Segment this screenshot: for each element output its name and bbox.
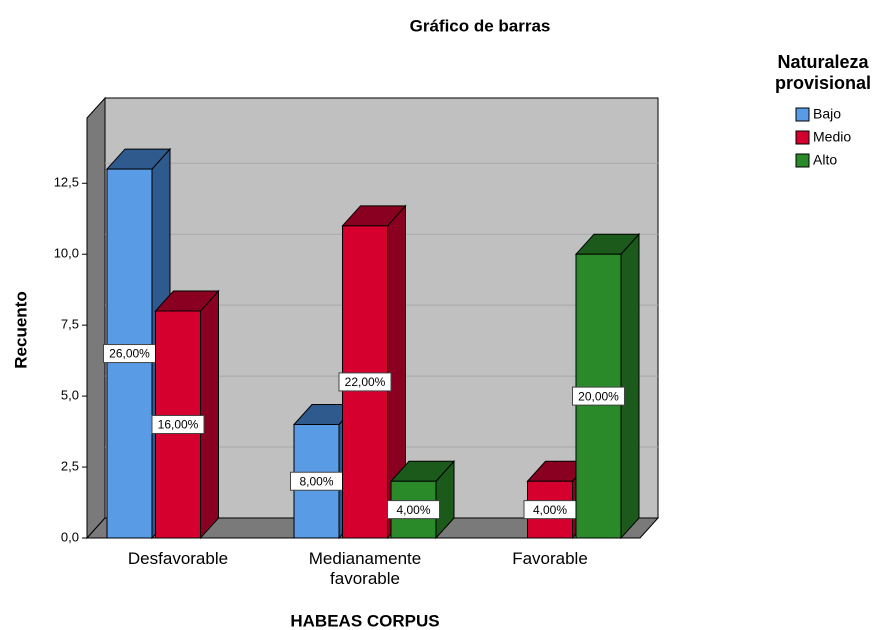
x-tick-label: Favorable — [512, 549, 588, 568]
y-tick-label: 12,5 — [54, 175, 79, 190]
data-label: 4,00% — [533, 503, 567, 517]
legend-swatch — [795, 107, 810, 122]
data-label: 22,00% — [345, 375, 386, 389]
y-tick-label: 10,0 — [54, 246, 79, 261]
legend-label: Bajo — [813, 106, 841, 122]
x-tick-label: Medianamente favorable — [308, 549, 422, 588]
y-axis-title: Recuento — [11, 291, 30, 368]
chart-title: Gráfico de barras — [410, 16, 551, 35]
bar-side — [200, 289, 219, 540]
data-label-box — [572, 386, 625, 406]
data-label-box — [151, 414, 205, 434]
bars: 26,00% 16,00% 8,00% 22,00% 4,00% 4,00% 20,00% — [103, 147, 641, 540]
bar-side — [620, 232, 640, 540]
legend-title: Naturaleza provisional — [774, 52, 872, 93]
data-label-box — [387, 500, 440, 520]
y-tick-label: 5,0 — [61, 388, 79, 403]
data-label: 26,00% — [109, 347, 150, 361]
x-axis-title: HABEAS CORPUS — [290, 611, 439, 630]
legend-swatch — [795, 130, 810, 145]
legend-label: Alto — [813, 152, 837, 168]
data-label: 20,00% — [578, 389, 619, 403]
y-tick-label: 7,5 — [61, 317, 79, 332]
data-label-box — [338, 372, 392, 392]
side-wall — [86, 96, 106, 540]
y-tick-label: 2,5 — [61, 458, 79, 473]
data-label: 8,00% — [299, 474, 333, 488]
data-label: 16,00% — [158, 418, 199, 432]
legend-label: Medio — [813, 129, 851, 145]
y-tick-label: 0,0 — [61, 529, 79, 544]
x-tick-label: Desfavorable — [127, 549, 229, 568]
legend-swatch — [795, 153, 810, 168]
data-label: 4,00% — [396, 503, 430, 517]
